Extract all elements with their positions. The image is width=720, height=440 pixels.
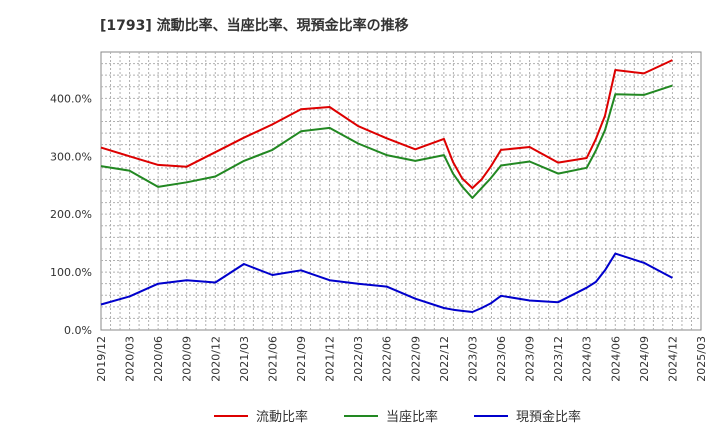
x-tick-label: 2024/12 bbox=[666, 336, 679, 382]
x-tick-label: 2023/03 bbox=[466, 336, 479, 382]
y-axis-ticks: 0.0% 100.0% 200.0% 300.0% 400.0% bbox=[50, 92, 92, 337]
y-tick-label: 400.0% bbox=[50, 92, 92, 105]
x-tick-label: 2019/12 bbox=[95, 336, 108, 382]
x-tick-label: 2020/09 bbox=[181, 336, 194, 382]
legend-label-2: 現預金比率 bbox=[516, 409, 581, 425]
x-tick-label: 2020/12 bbox=[209, 336, 222, 382]
chart-title: [1793] 流動比率、当座比率、現預金比率の推移 bbox=[100, 17, 409, 34]
x-tick-label: 2020/06 bbox=[152, 336, 165, 382]
series-line-2 bbox=[100, 252, 673, 313]
x-tick-label: 2021/12 bbox=[324, 336, 337, 382]
x-tick-label: 2021/06 bbox=[266, 336, 279, 382]
series-line-0 bbox=[100, 59, 673, 190]
series-lines bbox=[100, 59, 673, 313]
x-tick-label: 2021/03 bbox=[238, 336, 251, 382]
x-tick-label: 2023/09 bbox=[524, 336, 537, 382]
x-tick-label: 2023/06 bbox=[495, 336, 508, 382]
x-tick-label: 2024/09 bbox=[638, 336, 651, 382]
legend: 流動比率 当座比率 現預金比率 bbox=[214, 409, 581, 425]
y-tick-label: 0.0% bbox=[64, 324, 92, 337]
y-tick-label: 300.0% bbox=[50, 150, 92, 163]
legend-label-1: 当座比率 bbox=[386, 409, 438, 425]
series-line-1 bbox=[100, 84, 673, 199]
y-tick-label: 200.0% bbox=[50, 208, 92, 221]
x-tick-label: 2022/09 bbox=[409, 336, 422, 382]
x-tick-label: 2024/06 bbox=[609, 336, 622, 382]
grid-lines bbox=[101, 52, 701, 330]
x-tick-label: 2021/09 bbox=[295, 336, 308, 382]
x-tick-label: 2024/03 bbox=[581, 336, 594, 382]
x-tick-label: 2022/03 bbox=[352, 336, 365, 382]
legend-label-0: 流動比率 bbox=[256, 409, 308, 425]
x-tick-label: 2022/06 bbox=[381, 336, 394, 382]
x-tick-label: 2022/12 bbox=[438, 336, 451, 382]
x-tick-label: 2020/03 bbox=[124, 336, 137, 382]
y-tick-label: 100.0% bbox=[50, 266, 92, 279]
x-tick-label: 2025/03 bbox=[695, 336, 708, 382]
x-tick-label: 2023/12 bbox=[552, 336, 565, 382]
x-axis-ticks: 2019/12 2020/03 2020/06 2020/09 2020/12 2021/… bbox=[95, 336, 708, 382]
